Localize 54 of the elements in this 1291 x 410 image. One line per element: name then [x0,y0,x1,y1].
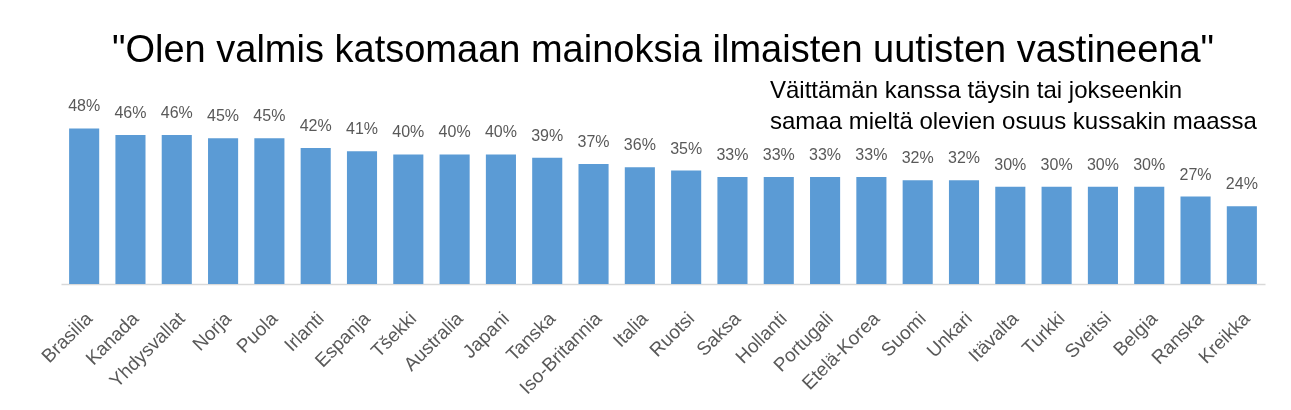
bar [948,180,980,284]
data-label: 40% [484,123,517,141]
data-label: 33% [809,146,842,164]
data-label: 42% [299,116,332,134]
data-label: 30% [1133,155,1166,173]
data-label: 30% [1086,155,1119,173]
data-label: 48% [68,97,101,115]
bar [671,170,702,284]
bar [578,164,609,284]
bar [161,134,192,284]
data-label: 33% [716,146,749,164]
bar [300,147,331,284]
bar [717,177,748,284]
bar [439,154,470,284]
data-label: 45% [207,107,240,125]
bar [346,151,378,284]
data-label: 30% [1040,155,1073,173]
bar [393,154,424,284]
bar [115,134,146,284]
data-label: 33% [855,146,888,164]
data-label: 40% [438,123,471,141]
data-label: 32% [947,149,981,167]
bar [532,157,563,284]
bar [254,138,285,284]
data-label: 30% [994,155,1027,173]
data-label: 39% [531,126,564,144]
bar [1041,186,1072,284]
bar [1087,186,1118,284]
bar [1134,186,1165,284]
bar [995,186,1026,284]
bar [763,177,794,284]
chart-subtitle: Väittämän kanssa täysin tai jokseenkin samaa mieltä olevien osuus kussakin maassa [770,76,1258,134]
bar [1226,206,1257,284]
data-label: 40% [392,123,425,141]
bar [485,154,516,284]
bar [1180,196,1211,284]
bar [624,167,655,284]
data-label: 46% [160,103,193,121]
data-label: 36% [623,136,656,154]
data-label: 27% [1179,165,1212,183]
data-label: 35% [670,139,703,157]
bar [69,128,100,284]
data-label: 33% [762,146,795,164]
data-label: 45% [253,107,286,125]
data-label: 37% [577,133,610,151]
bar [856,177,887,284]
bar [902,180,933,284]
data-label: 24% [1225,175,1258,193]
data-label: 41% [345,120,379,138]
data-label: 32% [901,149,934,167]
data-label: 46% [114,103,147,121]
bar [208,138,239,284]
chart-title: "Olen valmis katsomaan mainoksia ilmaisten uutisten vastineena" [111,28,1215,70]
bar [810,177,841,284]
